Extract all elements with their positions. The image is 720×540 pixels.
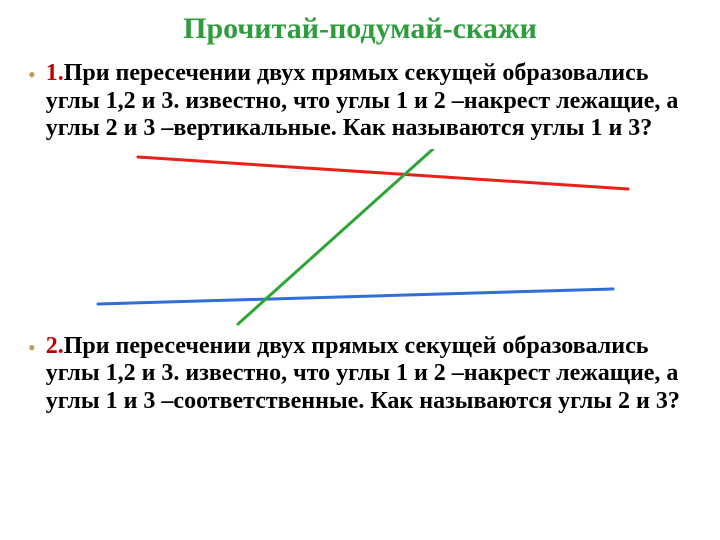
page-title: Прочитай-подумай-скажи	[28, 12, 692, 46]
bullet-icon: •	[28, 62, 36, 87]
bullet-icon: •	[28, 335, 36, 360]
item-2-text: При пересечении двух прямых секущей обра…	[46, 333, 680, 414]
item-1-text: При пересечении двух прямых секущей обра…	[46, 60, 679, 141]
slide: Прочитай-подумай-скажи • 1.При пересечен…	[0, 0, 720, 540]
list-item: • 1.При пересечении двух прямых секущей …	[28, 60, 692, 143]
item-1-number: 1.	[46, 60, 64, 86]
item-2-body: 2.При пересечении двух прямых секущей об…	[46, 333, 692, 416]
lines-diagram	[28, 149, 692, 329]
item-1-body: 1.При пересечении двух прямых секущей об…	[46, 60, 692, 143]
diagram-svg	[28, 149, 648, 329]
list-item: • 2.При пересечении двух прямых секущей …	[28, 333, 692, 416]
item-2-number: 2.	[46, 333, 64, 359]
